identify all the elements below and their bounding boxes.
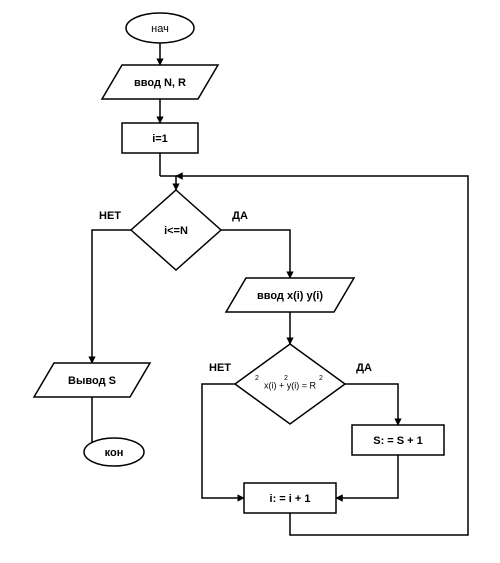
branch-label-cond1_no: НЕТ: [99, 210, 121, 222]
branch-label-cond1_yes: ДА: [232, 210, 248, 222]
e-cond1-yes: [221, 230, 290, 278]
branch-label-cond2_no: НЕТ: [209, 362, 231, 374]
node-incS: S: = S + 1: [352, 425, 444, 455]
node-label-inputXY: ввод x(i) y(i): [257, 290, 323, 302]
node-inputXY: ввод x(i) y(i): [226, 278, 354, 312]
svg-text:2: 2: [319, 375, 323, 382]
node-start: нач: [126, 13, 194, 43]
node-cond2: x(i) + y(i) = R222: [235, 344, 345, 424]
node-label-init: i=1: [152, 133, 168, 145]
node-label-cond1: i<=N: [164, 225, 188, 237]
node-inputNR: ввод N, R: [102, 65, 218, 99]
node-end: кон: [84, 438, 144, 466]
e-incS-incI: [336, 455, 398, 498]
svg-text:2: 2: [284, 375, 288, 382]
e-cond2-no: [202, 384, 244, 498]
node-cond1: i<=N: [131, 190, 221, 270]
node-label-outputS: Вывод S: [68, 375, 116, 387]
branch-label-cond2_yes: ДА: [356, 362, 372, 374]
e-cond2-yes: [345, 384, 398, 425]
node-label-incI: i: = i + 1: [270, 493, 311, 505]
node-init: i=1: [122, 123, 198, 153]
e-cond1-no: [92, 230, 131, 363]
svg-text:2: 2: [255, 375, 259, 382]
node-label-inputNR: ввод N, R: [134, 77, 186, 89]
node-label-cond2: x(i) + y(i) = R: [264, 380, 317, 390]
node-outputS: Вывод S: [34, 363, 150, 397]
node-label-incS: S: = S + 1: [373, 435, 423, 447]
node-label-end: кон: [105, 447, 124, 459]
nodes: нач ввод N, R i=1 i<=N ввод x(i) y(i) x(i) + …: [34, 13, 444, 513]
e-merge-cond1: [160, 176, 176, 190]
node-label-start: нач: [151, 23, 169, 35]
node-incI: i: = i + 1: [244, 483, 336, 513]
